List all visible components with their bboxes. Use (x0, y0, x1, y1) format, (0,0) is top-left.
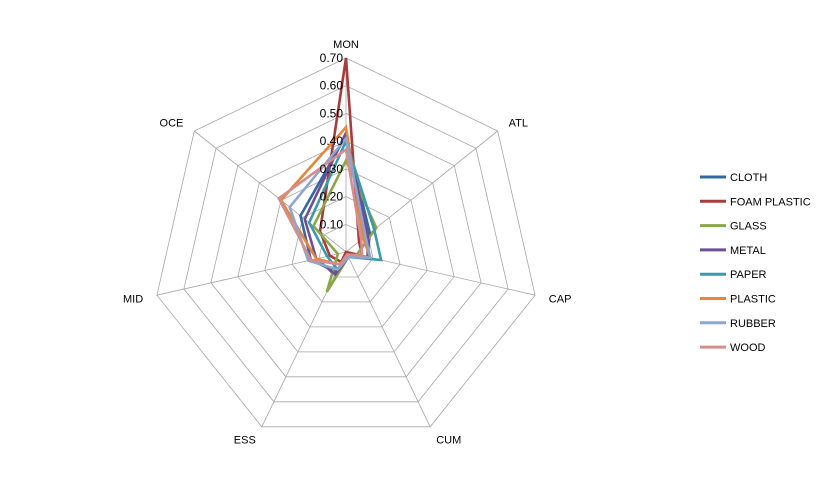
grid-spoke (261, 251, 347, 427)
legend-entry-plastic: PLASTIC (700, 294, 776, 306)
tick-label: 0.60 (320, 79, 344, 93)
axis-label-ess: ESS (234, 434, 256, 446)
series-line-wood (277, 147, 364, 266)
legend-label: CLOTH (730, 172, 767, 184)
grid-ring (291, 196, 401, 303)
legend-entry-wood: WOOD (700, 342, 765, 354)
axis-label-oce: OCE (160, 117, 184, 129)
series-line-rubber (288, 135, 372, 271)
grid-spoke (345, 130, 498, 253)
tick-label: 0.30 (320, 162, 344, 176)
axis-labels: MON ATL CAP CUM ESS MID OCE (123, 39, 571, 446)
axis-label-atl: ATL (509, 117, 528, 129)
axis-label-cap: CAP (549, 293, 572, 305)
legend-label: FOAM PLASTIC (730, 196, 811, 208)
grid-ring (237, 140, 455, 353)
grid-ring (210, 112, 482, 378)
grid-ring (156, 57, 536, 428)
grid-spoke (156, 251, 347, 296)
grid-spoke (345, 251, 431, 427)
radar-series (277, 57, 383, 293)
legend-label: RUBBER (730, 318, 776, 330)
radial-tick-labels: 0.10 0.20 0.30 0.40 0.50 0.60 0.70 (320, 51, 344, 231)
radar-grid (156, 57, 536, 428)
legend-entry-glass: GLASS (700, 221, 767, 233)
legend-label: METAL (730, 245, 766, 257)
series-line-glass (311, 157, 378, 293)
legend-entry-paper: PAPER (700, 269, 767, 281)
tick-label: 0.10 (320, 217, 344, 231)
legend-entry-rubber: RUBBER (700, 318, 776, 330)
tick-label: 0.70 (320, 51, 344, 65)
legend-entry-foam-plastic: FOAM PLASTIC (700, 196, 811, 208)
grid-ring (264, 168, 428, 328)
tick-label: 0.40 (320, 134, 344, 148)
tick-label: 0.20 (320, 190, 344, 204)
legend-label: WOOD (730, 342, 765, 354)
legend-label: PLASTIC (730, 294, 776, 306)
axis-label-mon: MON (333, 39, 359, 51)
legend-entry-cloth: CLOTH (700, 172, 767, 184)
legend: CLOTH FOAM PLASTIC GLASS METAL PAPER PLASTIC R… (700, 172, 811, 354)
tick-label: 0.50 (320, 106, 344, 120)
grid-ring (183, 85, 509, 403)
legend-label: GLASS (730, 221, 767, 233)
legend-entry-metal: METAL (700, 245, 766, 257)
axis-label-mid: MID (123, 293, 143, 305)
axis-label-cum: CUM (436, 434, 461, 446)
legend-label: PAPER (730, 269, 767, 281)
